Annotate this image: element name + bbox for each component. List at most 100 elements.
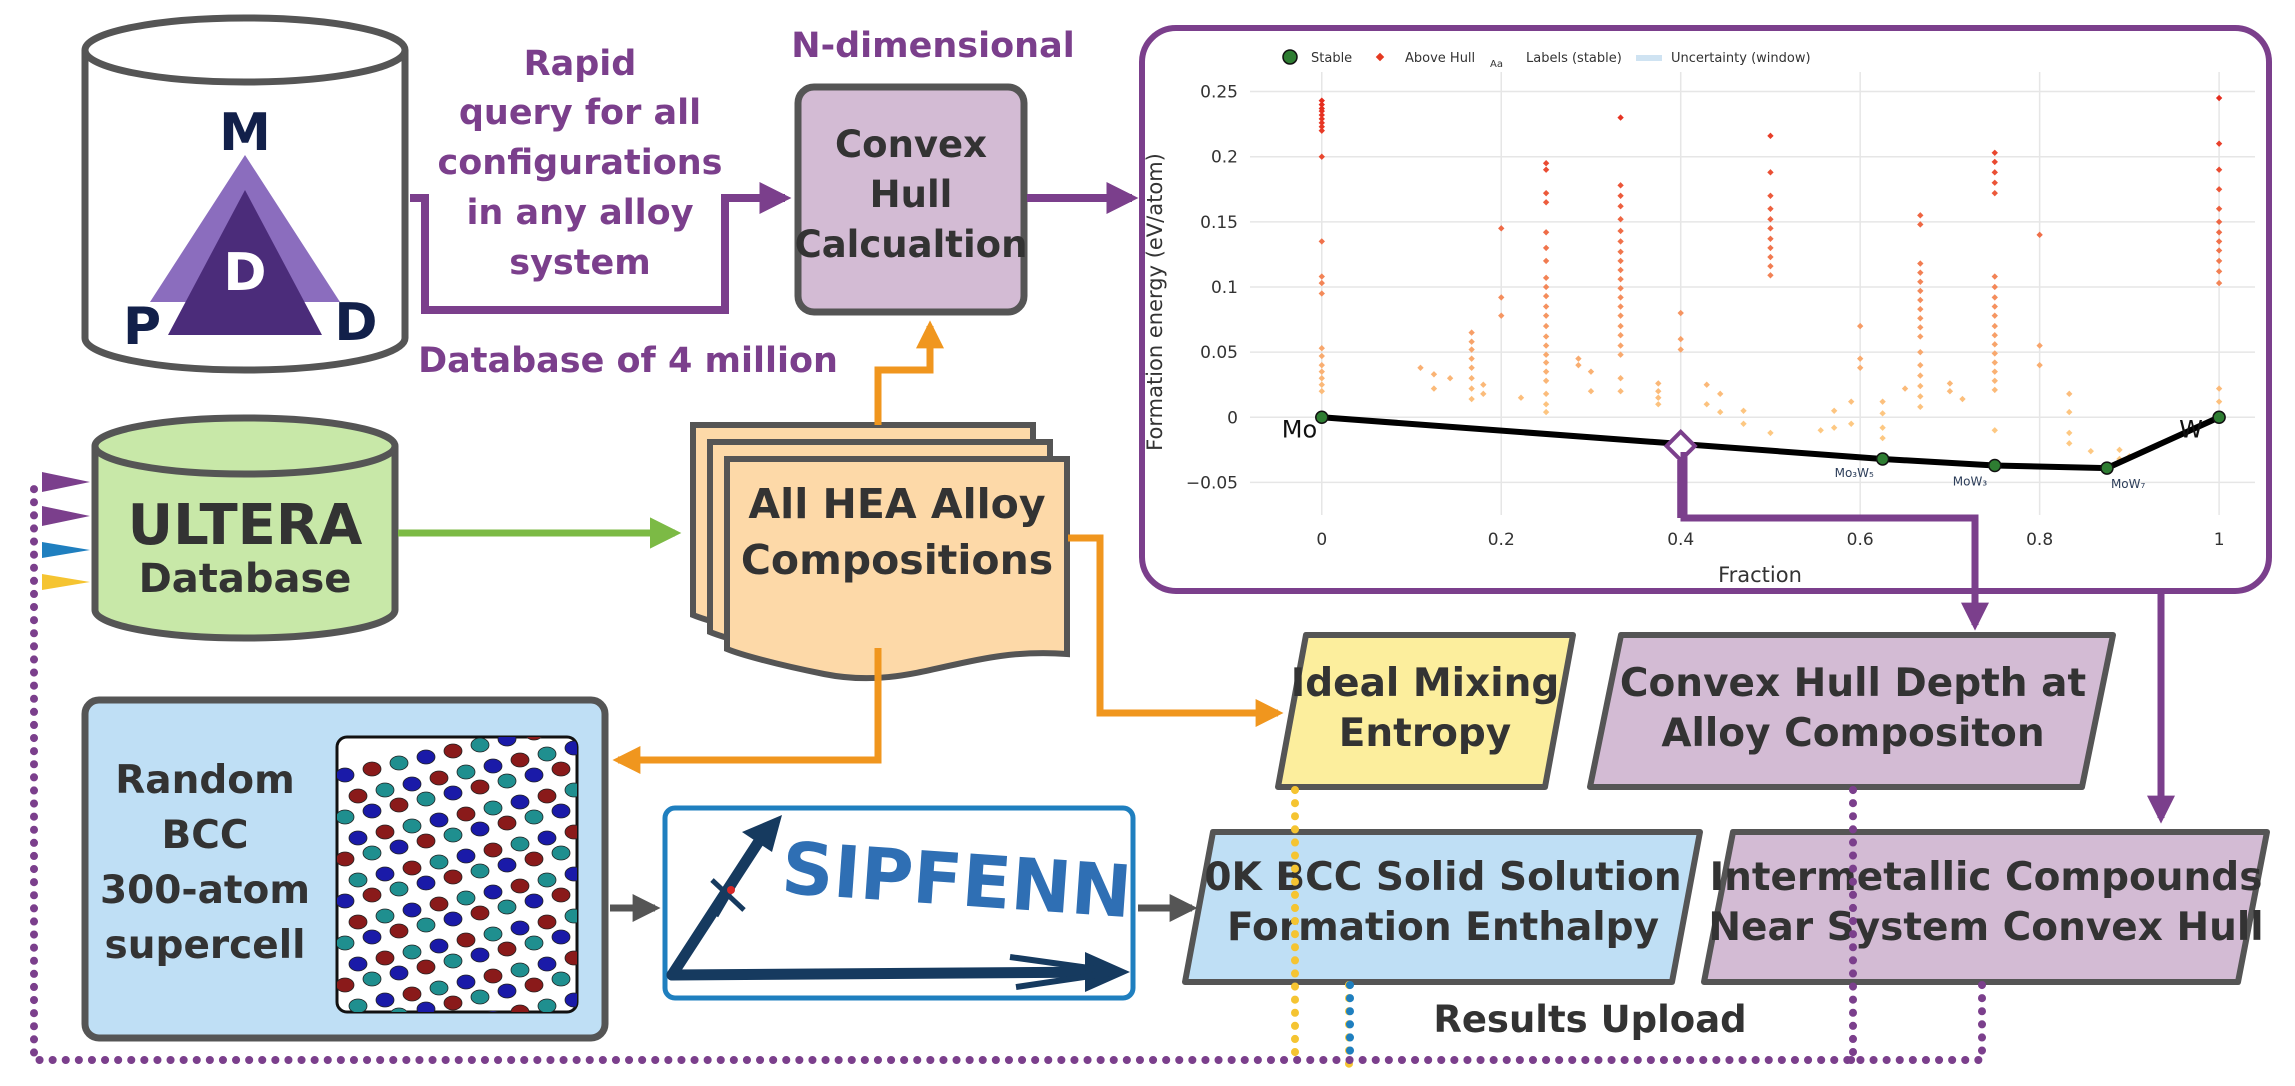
above-hull-point — [1830, 424, 1838, 431]
query-diamond — [1663, 428, 1698, 463]
x-tick-label: 1 — [2214, 530, 2225, 550]
supercell-atom — [402, 818, 422, 834]
above-hull-point — [1575, 361, 1582, 369]
above-hull-point — [1318, 345, 1325, 352]
supercell-atom — [429, 896, 449, 912]
supercell-atom — [470, 779, 490, 795]
above-hull-point — [1617, 342, 1624, 349]
legend-stable-label: Stable — [1311, 51, 1352, 66]
supercell-atom — [402, 776, 422, 792]
above-hull-point — [1468, 385, 1475, 392]
above-hull-point — [2036, 342, 2043, 349]
supercell-atom — [483, 968, 503, 984]
supercell-atom — [348, 914, 368, 930]
stable-point — [2212, 410, 2226, 425]
rapid-query-line-2: query for all — [459, 93, 701, 133]
above-hull-point — [1917, 382, 1924, 390]
mpdd-letter-p: P — [123, 297, 161, 357]
above-hull-point — [1917, 315, 1924, 322]
y-tick-label: 0.15 — [1200, 213, 1238, 233]
above-hull-point — [1917, 260, 1924, 267]
supercell-atom — [443, 785, 463, 801]
supercell-atom — [456, 974, 476, 990]
above-hull-point — [1542, 390, 1550, 398]
above-hull-point — [1617, 257, 1624, 265]
above-hull-point — [1542, 303, 1550, 310]
supercell-atom — [416, 1001, 436, 1012]
above-hull-point — [1575, 355, 1582, 362]
above-hull-point — [1677, 346, 1684, 353]
hea-line-2: Compositions — [741, 536, 1053, 584]
supercell-atom — [551, 971, 571, 987]
results-upload-dotted-lines — [30, 478, 1986, 1069]
above-hull-point — [1917, 287, 1924, 295]
above-hull-point — [1856, 322, 1864, 330]
supercell-atom — [337, 893, 355, 909]
supercell-atom — [510, 962, 530, 978]
above-hull-point — [1917, 305, 1924, 313]
supercell-atom — [337, 935, 355, 951]
above-hull-point — [1917, 324, 1924, 331]
supercell-atom — [456, 848, 476, 864]
above-hull-point — [1901, 385, 1909, 392]
intermetallic-compounds-box: Intermetallic Compounds Near System Conv… — [1701, 829, 2270, 985]
above-hull-point — [2036, 231, 2043, 239]
mpdd-letter-m: M — [219, 103, 271, 163]
above-hull-point — [1917, 221, 1924, 228]
above-hull-point — [1480, 390, 1487, 398]
plot-to-hull-depth-arrow — [1680, 452, 1989, 631]
supercell-atom — [375, 824, 395, 840]
supercell-atom — [416, 959, 436, 975]
above-hull-point — [1498, 294, 1505, 301]
above-hull-point — [1617, 248, 1624, 255]
above-hull-point — [1879, 434, 1886, 442]
x-tick-label: 0.8 — [2026, 530, 2053, 550]
y-tick-label: 0.1 — [1211, 278, 1238, 298]
supercell-atom — [510, 836, 530, 852]
supercell-atom — [537, 788, 557, 804]
supercell-atom — [483, 884, 503, 900]
above-hull-point — [1542, 377, 1550, 384]
supercell-atom — [375, 782, 395, 798]
above-hull-point — [1318, 127, 1325, 134]
above-hull-point — [1318, 279, 1325, 287]
plot-x-tick-labels: 0 0.2 0.4 0.6 0.8 1 — [1316, 530, 2224, 550]
sipfenn-logo-box: SIPFENN — [662, 805, 1136, 1001]
ideal-mixing-line-2: Entropy — [1339, 711, 1511, 756]
supercell-atom — [537, 956, 557, 972]
above-hull-point — [1318, 352, 1325, 360]
supercell-atom — [483, 842, 503, 858]
above-hull-point — [1991, 368, 1998, 375]
above-hull-point — [1318, 290, 1325, 297]
above-hull-point — [1879, 424, 1886, 431]
supercell-atom — [470, 737, 490, 753]
above-hull-point — [1767, 244, 1774, 252]
supercell-atom — [497, 983, 517, 999]
above-hull-point — [1318, 101, 1325, 108]
above-hull-point — [1703, 401, 1710, 408]
above-hull-point — [1991, 189, 1998, 197]
y-tick-label: 0 — [1227, 408, 1238, 428]
legend-labels-icon: Aa — [1490, 59, 1503, 70]
hull-depth-line-2: Alloy Compositon — [1661, 711, 2044, 756]
supercell-atom — [551, 761, 571, 777]
supercell-atom — [470, 863, 490, 879]
above-hull-point — [1767, 262, 1774, 270]
supercell-atom — [456, 764, 476, 780]
supercell-atom — [551, 803, 571, 819]
above-hull-point — [1991, 332, 1998, 339]
intermetallic-line-1: Intermetallic Compounds — [1710, 855, 2263, 900]
above-hull-point — [1542, 342, 1550, 349]
above-hull-point — [1848, 420, 1855, 427]
plot-x-axis-label: Fraction — [1718, 563, 1802, 587]
supercell-atom — [389, 755, 409, 771]
above-hull-point — [1767, 253, 1774, 261]
above-hull-point — [1767, 205, 1774, 212]
hea-compositions-box: All HEA Alloy Compositions — [690, 422, 1070, 682]
above-hull-point — [1542, 368, 1550, 375]
above-hull-point — [1318, 368, 1325, 375]
supercell-atom — [497, 899, 517, 915]
supercell-atom — [402, 944, 422, 960]
above-hull-point — [1991, 273, 1998, 280]
supercell-atom — [416, 833, 436, 849]
